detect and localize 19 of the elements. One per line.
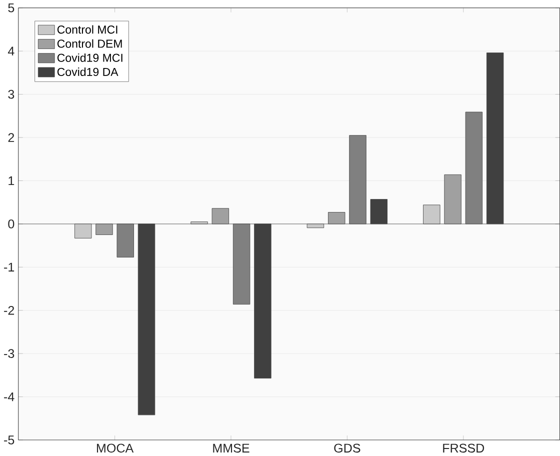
legend-label: Control MCI xyxy=(57,25,118,34)
legend-label: Control DEM xyxy=(57,39,122,48)
y-tick-label: 2 xyxy=(8,133,14,142)
y-tick-label: 3 xyxy=(8,90,14,99)
y-tick-label: -2 xyxy=(4,306,14,315)
y-tick-label: 0 xyxy=(8,219,14,228)
y-tick-label: 5 xyxy=(8,3,14,12)
legend-label: Covid19 MCI xyxy=(57,53,122,62)
x-tick-label: FRSSD xyxy=(443,444,484,453)
x-tick-label: MMSE xyxy=(213,444,250,453)
y-tick-label: 1 xyxy=(8,176,14,186)
x-tick-label: MOCA xyxy=(96,444,134,453)
legend-label: Covid19 DA xyxy=(57,68,118,76)
y-tick-label: 4 xyxy=(8,46,14,56)
y-tick-label: -5 xyxy=(4,436,14,444)
y-tick-label: -4 xyxy=(4,392,14,402)
y-tick-label: -1 xyxy=(4,262,14,272)
x-tick-label: GDS xyxy=(334,444,360,453)
y-tick-label: -3 xyxy=(4,349,14,358)
